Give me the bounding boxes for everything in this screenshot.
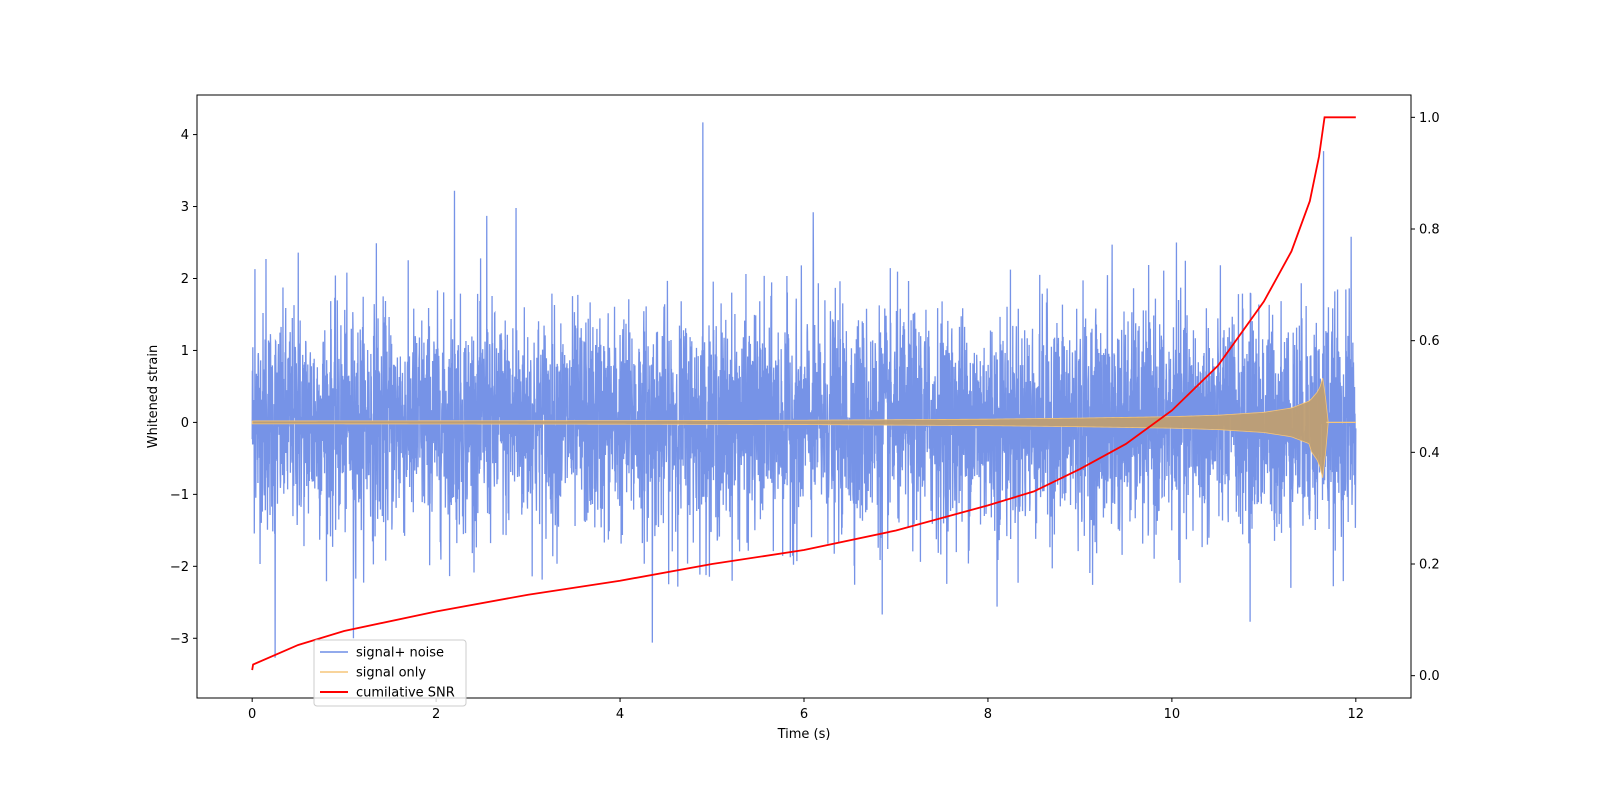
series-signal-noise	[251, 122, 1357, 658]
x-tick-label: 6	[800, 707, 808, 722]
y2-tick-label: 1.0	[1419, 111, 1440, 126]
snr-curve-line	[251, 116, 1356, 671]
legend-label-cumulative-snr: cumilative SNR	[356, 686, 455, 701]
y-axis-ticks: −3 −2 −1 0 1 2 3 4	[170, 128, 197, 647]
x-tick-label: 12	[1348, 707, 1365, 722]
y-tick-label: 2	[181, 272, 189, 287]
y-tick-label: −2	[170, 560, 189, 575]
series-cumulative-snr	[251, 116, 1356, 671]
x-tick-label: 0	[248, 707, 256, 722]
y-tick-label: 4	[181, 128, 189, 143]
legend-label-signal-noise: signal+ noise	[356, 646, 444, 661]
y-tick-label: −3	[170, 632, 189, 647]
x-tick-label: 2	[432, 707, 440, 722]
x-tick-label: 4	[616, 707, 624, 722]
noise-trace-line	[251, 122, 1357, 658]
legend-box	[313, 639, 467, 707]
y2-axis-ticks: 0.0 0.2 0.4 0.6 0.8 1.0	[1411, 111, 1440, 684]
y2-tick-label: 0.4	[1419, 446, 1440, 461]
y-tick-label: 0	[181, 416, 189, 431]
y-axis-label: Whitened strain	[146, 345, 161, 448]
y-tick-label: −1	[170, 488, 189, 503]
y2-tick-label: 0.0	[1419, 669, 1440, 684]
x-tick-label: 10	[1164, 707, 1181, 722]
plot-area	[251, 116, 1357, 671]
y2-tick-label: 0.8	[1419, 223, 1440, 238]
y2-tick-label: 0.2	[1419, 558, 1440, 573]
y-tick-label: 1	[181, 344, 189, 359]
x-axis-ticks: 0 2 4 6 8 10 12	[248, 698, 1364, 722]
x-tick-label: 8	[984, 707, 992, 722]
x-axis-label: Time (s)	[777, 727, 831, 742]
legend: signal+ noise signal only cumilative SNR	[313, 639, 467, 707]
y-tick-label: 3	[181, 200, 189, 215]
series-signal-only	[251, 377, 1356, 478]
y2-tick-label: 0.6	[1419, 334, 1440, 349]
legend-label-signal-only: signal only	[356, 666, 426, 681]
